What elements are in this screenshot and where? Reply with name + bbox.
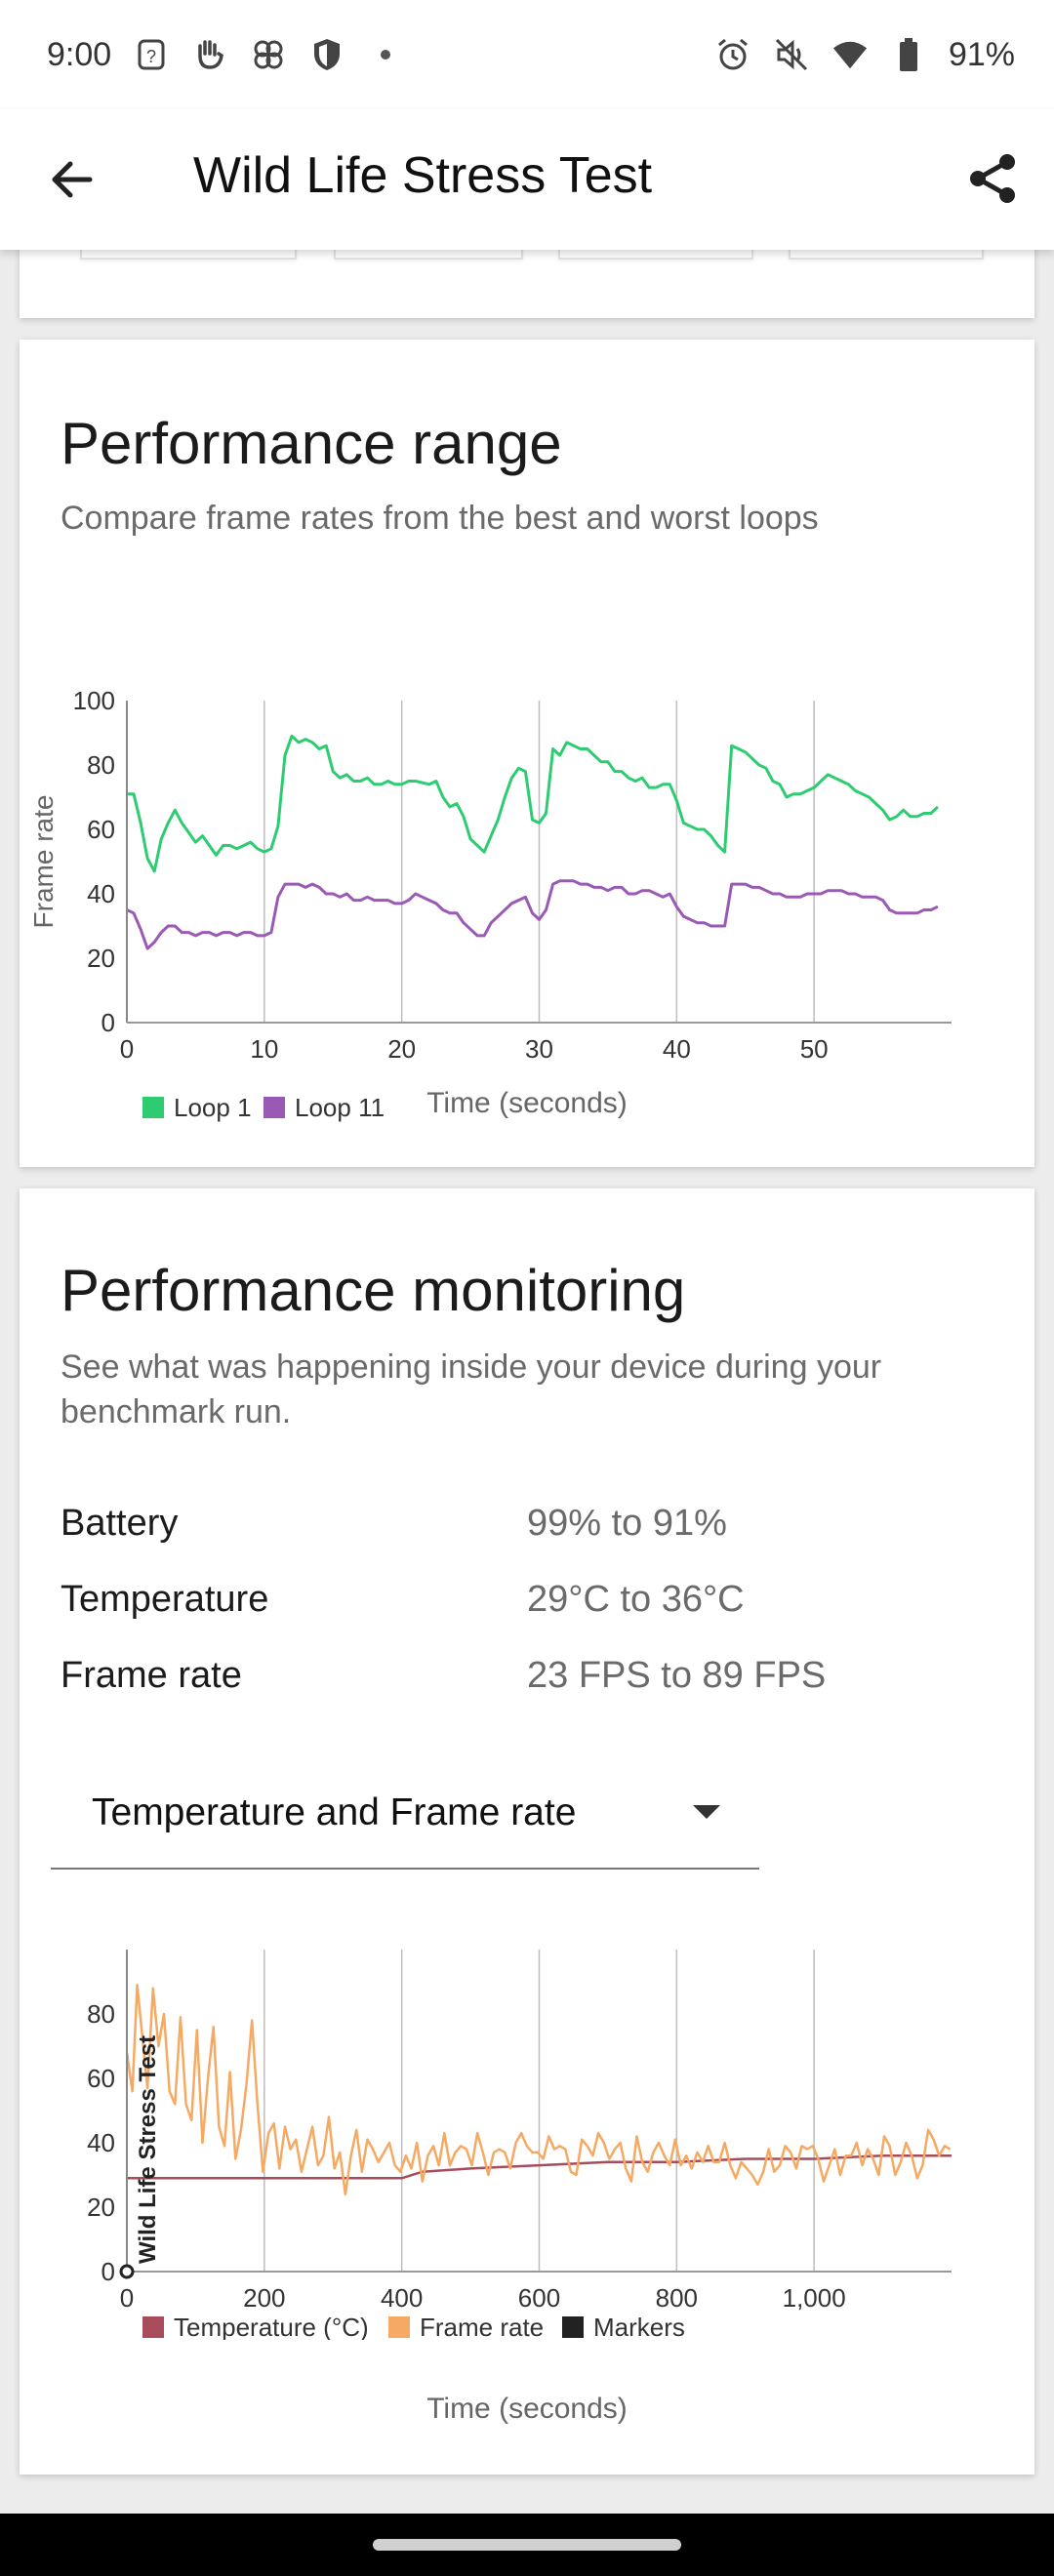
y-tick-label: 60 bbox=[87, 2064, 115, 2093]
legend-label-loop11: Loop 11 bbox=[295, 1093, 385, 1122]
legend-swatch-temperature bbox=[142, 2316, 164, 2338]
stat-label-battery: Battery bbox=[61, 1503, 179, 1544]
performance-monitoring-title: Performance monitoring bbox=[61, 1258, 686, 1323]
marker-label: Wild Life Stress Test bbox=[135, 2035, 161, 2264]
wifi-icon bbox=[831, 36, 869, 73]
arrow-left-icon[interactable] bbox=[47, 154, 98, 205]
series-line-loop-11 bbox=[126, 879, 939, 950]
status-bar-left: 9:00 ? bbox=[47, 36, 404, 74]
stat-value-temperature: 29°C to 36°C bbox=[527, 1579, 745, 1620]
performance-monitoring-subtitle: See what was happening inside your devic… bbox=[61, 1348, 882, 1430]
x-tick-label: 400 bbox=[381, 2283, 423, 2313]
marker-point bbox=[119, 2264, 135, 2279]
x-tick-label: 40 bbox=[663, 1034, 691, 1064]
legend-swatch-frame-rate bbox=[388, 2316, 410, 2338]
y-tick-label: 20 bbox=[87, 944, 115, 973]
x-tick-label: 600 bbox=[518, 2283, 560, 2313]
x-tick-label: 0 bbox=[120, 1034, 134, 1064]
x-tick-label: 10 bbox=[250, 1034, 278, 1064]
stat-label-frame-rate: Frame rate bbox=[61, 1655, 242, 1696]
dot-icon bbox=[367, 36, 404, 73]
system-nav-bar bbox=[0, 2514, 1054, 2576]
y-tick-label: 100 bbox=[73, 686, 115, 715]
svg-text:?: ? bbox=[146, 47, 156, 66]
alarm-icon bbox=[714, 36, 751, 73]
legend-label-loop1: Loop 1 bbox=[174, 1093, 252, 1122]
chart-metric-dropdown[interactable]: Temperature and Frame rate bbox=[51, 1756, 759, 1870]
series-line-frame-rate bbox=[125, 1984, 952, 2196]
shield-icon bbox=[308, 36, 345, 73]
y-tick-label: 40 bbox=[87, 2128, 115, 2157]
status-bar: 9:00 ? 91% bbox=[0, 0, 1054, 109]
y-tick-label: 80 bbox=[87, 750, 115, 780]
unknown-square-icon: ? bbox=[133, 36, 170, 73]
x-tick-label: 200 bbox=[243, 2283, 285, 2313]
stat-label-temperature: Temperature bbox=[61, 1579, 269, 1620]
y-tick-label: 20 bbox=[87, 2193, 115, 2222]
performance-range-card: Performance range Compare frame rates fr… bbox=[20, 340, 1034, 1167]
page-title: Wild Life Stress Test bbox=[193, 147, 653, 204]
app-bar: Wild Life Stress Test bbox=[0, 109, 1054, 250]
legend-swatch-loop11 bbox=[264, 1097, 285, 1118]
series-line-loop-1 bbox=[127, 734, 939, 873]
status-bar-right: 91% bbox=[714, 36, 1015, 74]
y-tick-label: 60 bbox=[87, 815, 115, 844]
battery-icon bbox=[890, 36, 927, 73]
y-tick-label: 0 bbox=[101, 2257, 115, 2286]
x-tick-label: 800 bbox=[656, 2283, 698, 2313]
x-tick-label: 1,000 bbox=[783, 2283, 846, 2313]
mute-icon bbox=[773, 36, 810, 73]
x-axis-label: Time (seconds) bbox=[426, 2393, 628, 2425]
legend-swatch-markers bbox=[562, 2316, 584, 2338]
y-tick-label: 80 bbox=[87, 1999, 115, 2029]
legend-swatch-loop1 bbox=[142, 1097, 164, 1118]
x-tick-label: 0 bbox=[120, 2283, 134, 2313]
stat-value-frame-rate: 23 FPS to 89 FPS bbox=[527, 1655, 827, 1696]
legend-label-markers: Markers bbox=[593, 2313, 685, 2340]
performance-range-chart: 100 80 60 40 20 0 0 10 20 30 40 50 Frame rate Loop… bbox=[28, 686, 952, 1122]
y-tick-label: 0 bbox=[101, 1008, 115, 1037]
y-axis-label: Frame rate bbox=[28, 795, 59, 929]
legend-label-temperature: Temperature (°C) bbox=[174, 2313, 369, 2340]
x-tick-label: 50 bbox=[800, 1034, 829, 1064]
legend-label-frame-rate: Frame rate bbox=[420, 2313, 544, 2340]
series-line-temperature-c bbox=[127, 2153, 952, 2180]
share-icon[interactable] bbox=[966, 152, 1019, 205]
performance-range-subtitle: Compare frame rates from the best and wo… bbox=[61, 500, 819, 537]
status-time: 9:00 bbox=[47, 35, 112, 73]
chevron-down-icon bbox=[693, 1805, 720, 1819]
x-axis-label: Time (seconds) bbox=[426, 1087, 628, 1119]
pinwheel-icon bbox=[250, 36, 287, 73]
battery-percent: 91% bbox=[948, 35, 1015, 73]
performance-monitoring-card: Performance monitoring See what was happ… bbox=[20, 1188, 1034, 2475]
dropdown-selected-label: Temperature and Frame rate bbox=[92, 1791, 577, 1833]
performance-range-title: Performance range bbox=[61, 411, 562, 476]
x-tick-label: 30 bbox=[525, 1034, 553, 1064]
home-gesture-handle[interactable] bbox=[373, 2539, 681, 2551]
y-tick-label: 40 bbox=[87, 879, 115, 908]
stat-value-battery: 99% to 91% bbox=[527, 1503, 727, 1544]
hand-icon bbox=[191, 36, 228, 73]
x-tick-label: 20 bbox=[387, 1034, 416, 1064]
